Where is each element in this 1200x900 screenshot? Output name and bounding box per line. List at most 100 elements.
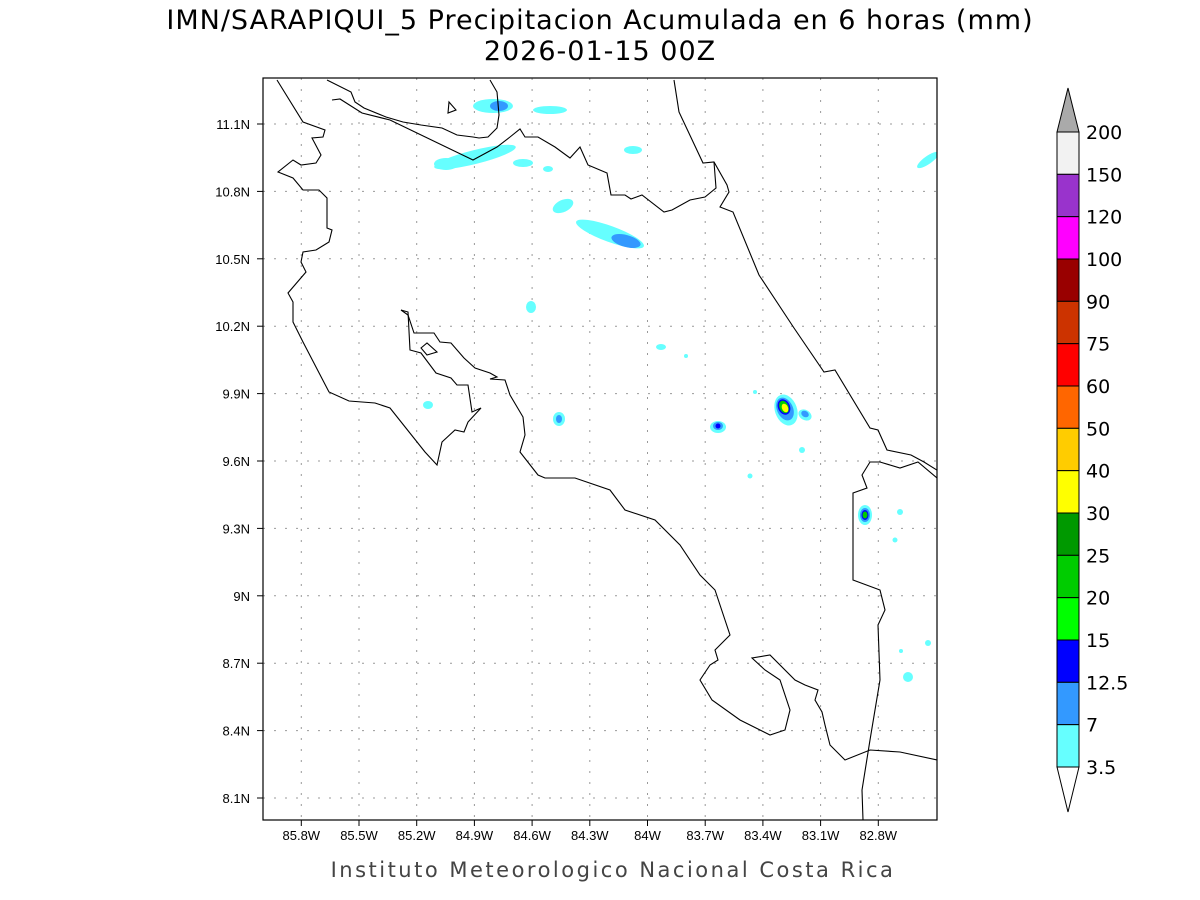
lake-shore [326, 79, 500, 139]
colorbar-label: 20 [1086, 588, 1110, 610]
precip-field [423, 99, 937, 682]
colorbar-label: 50 [1086, 418, 1110, 440]
coastlines-borders [276, 79, 937, 820]
colorbar-swatch [1056, 173, 1080, 218]
precip-area [781, 403, 789, 413]
y-tick-label: 10.2N [215, 319, 250, 334]
caribbean-coastline [673, 79, 937, 471]
colorbar-label: 150 [1086, 164, 1122, 186]
precip-area [917, 151, 937, 169]
colorbar-swatch [1056, 131, 1080, 175]
colorbar-swatch [1056, 512, 1080, 556]
precip-area [543, 166, 553, 172]
precip-area [925, 640, 931, 646]
colorbar-swatch [1056, 427, 1080, 472]
colorbar-label: 25 [1086, 545, 1110, 567]
x-tick-label: 84W [634, 828, 661, 843]
colorbar-swatch [1056, 724, 1080, 768]
colorbar-swatch [1056, 470, 1080, 514]
colorbar-under-triangle [1056, 766, 1080, 813]
plot-frame [262, 77, 938, 821]
colorbar-label: 200 [1086, 122, 1122, 144]
y-tick-label: 10.5N [215, 252, 250, 267]
x-tick-label: 83.7W [686, 828, 724, 843]
map-grid [263, 78, 937, 820]
precip-area [624, 146, 642, 154]
precip-area [490, 101, 508, 111]
precip-area [656, 344, 666, 350]
colorbar-swatch [1056, 216, 1080, 260]
x-tick-label: 85.2W [398, 828, 436, 843]
colorbar-swatch [1056, 258, 1080, 302]
y-tick-label: 10.8N [215, 184, 250, 199]
precip-area [556, 415, 562, 423]
colorbar-label: 90 [1086, 291, 1110, 313]
precip-area [611, 234, 641, 248]
colorbar-swatch [1056, 343, 1080, 387]
title-line2: 2026-01-15 00Z [484, 36, 716, 67]
gulf-coastline [400, 309, 937, 761]
footer-credit: Instituto Meteorologico Nacional Costa R… [331, 858, 896, 882]
island [447, 100, 457, 114]
colorbar-label: 60 [1086, 376, 1110, 398]
precip-area [513, 159, 533, 167]
precip-area [799, 447, 805, 453]
precip-area [434, 158, 458, 170]
x-tick-label: 83.4W [744, 828, 782, 843]
precip-area [899, 649, 903, 653]
precip-area [533, 106, 567, 114]
y-tick-label: 11.1N [216, 117, 250, 132]
colorbar-label: 30 [1086, 503, 1110, 525]
precip-area [715, 423, 721, 429]
precip-area [684, 354, 688, 358]
colorbar-swatch [1056, 639, 1080, 683]
precip-area [423, 401, 433, 409]
map-axes: 85.8W 85.5W 85.2W 84.9W 84.6W 84.3W 84W 83.7W 83… [215, 117, 898, 843]
precip-area [753, 390, 757, 394]
precip-area [801, 410, 809, 418]
y-tick-label: 9.3N [223, 521, 250, 536]
precip-area [552, 198, 574, 214]
y-tick-label: 9.6N [223, 454, 250, 469]
colorbar-label: 7 [1086, 715, 1098, 737]
x-tick-label: 84.3W [571, 828, 609, 843]
colorbar-label: 15 [1086, 630, 1110, 652]
x-tick-label: 84.9W [456, 828, 494, 843]
x-tick-label: 84.6W [513, 828, 551, 843]
colorbar-swatch [1056, 300, 1080, 345]
colorbar: 200 150 120 100 90 75 60 50 40 30 25 20 15 12.5 7 3.5 [1056, 87, 1128, 813]
precip-area [576, 219, 644, 249]
colorbar-label: 120 [1086, 207, 1122, 229]
colorbar-label: 40 [1086, 461, 1110, 483]
x-tick-label: 82.8W [860, 828, 898, 843]
colorbar-swatch [1056, 385, 1080, 429]
colorbar-over-triangle [1056, 87, 1080, 133]
precip-area [862, 511, 868, 519]
colorbar-label: 100 [1086, 249, 1122, 271]
colorbar-swatch [1056, 681, 1080, 726]
colorbar-label: 12.5 [1086, 672, 1128, 694]
y-tick-label: 9N [233, 589, 250, 604]
precip-area [747, 473, 753, 479]
colorbar-label: 3.5 [1086, 757, 1116, 779]
x-tick-label: 83.1W [802, 828, 840, 843]
island [420, 342, 439, 356]
colorbar-label: 75 [1086, 334, 1110, 356]
y-tick-label: 9.9N [223, 387, 250, 402]
x-tick-label: 85.5W [340, 828, 378, 843]
colorbar-swatch [1056, 554, 1080, 599]
panama-border [852, 461, 937, 820]
y-tick-label: 8.1N [223, 791, 250, 806]
colorbar-swatch [1056, 597, 1080, 641]
pacific-coastline [276, 79, 482, 467]
y-tick-label: 8.4N [223, 724, 250, 739]
x-tick-label: 85.8W [283, 828, 321, 843]
precip-area [526, 301, 536, 313]
nicaragua-border [331, 98, 717, 213]
title-line1: IMN/SARAPIQUI_5 Precipitacion Acumulada … [166, 5, 1033, 36]
precip-area [892, 537, 898, 543]
precip-area [897, 509, 903, 515]
precip-area [903, 672, 913, 682]
y-tick-label: 8.7N [223, 656, 250, 671]
